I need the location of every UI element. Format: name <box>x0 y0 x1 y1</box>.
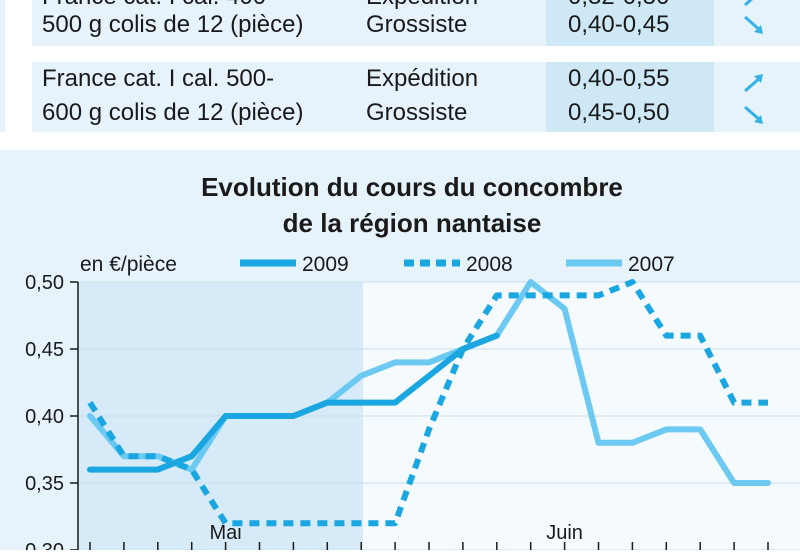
market-label: Grossiste <box>366 8 467 42</box>
y-tick-label: 0,50 <box>25 272 64 294</box>
trend-down-arrow-icon <box>741 12 767 38</box>
chart-title-line-1: Evolution du cours du concombre <box>201 172 623 202</box>
table-edge <box>0 0 5 132</box>
product-label-line-2: 500 g colis de 12 (pièce) <box>42 8 304 42</box>
y-tick-label: 0,40 <box>25 406 64 428</box>
product-label-line-1: France cat. I cal. 500- <box>42 62 274 96</box>
product-label-line-2: 600 g colis de 12 (pièce) <box>42 96 304 130</box>
cucumber-price-chart: Evolution du cours du concombre de la ré… <box>0 150 800 550</box>
trend-up-arrow-icon <box>741 70 767 96</box>
y-tick-label: 0,35 <box>25 473 64 495</box>
x-axis-ticks <box>90 542 768 550</box>
price-range: 0,40-0,55 <box>568 62 669 96</box>
legend-label: 2008 <box>466 253 513 276</box>
price-range: 0,45-0,50 <box>568 96 669 130</box>
trend-down-arrow-icon <box>741 102 767 128</box>
x-axis-label: Juin <box>546 522 583 544</box>
y-tick-label: 0,30 <box>25 540 64 550</box>
price-table: France cat. I cal. 400- 500 g colis de 1… <box>0 0 800 132</box>
chart-title-line-2: de la région nantaise <box>283 208 542 238</box>
legend-label: 2009 <box>302 253 349 276</box>
y-axis-unit-label: en €/pièce <box>80 253 177 276</box>
y-axis-ticks: 0,30 0,35 0,40 0,45 0,50 <box>25 272 78 550</box>
market-label: Expédition <box>366 62 478 96</box>
chart-legend: 2009 2008 2007 <box>240 253 675 276</box>
y-tick-label: 0,45 <box>25 339 64 361</box>
legend-label: 2007 <box>628 253 675 276</box>
trend-up-arrow-icon <box>741 0 767 10</box>
chart-panel: Evolution du cours du concombre de la ré… <box>0 150 800 550</box>
price-range: 0,40-0,45 <box>568 8 669 42</box>
market-label: Grossiste <box>366 96 467 130</box>
